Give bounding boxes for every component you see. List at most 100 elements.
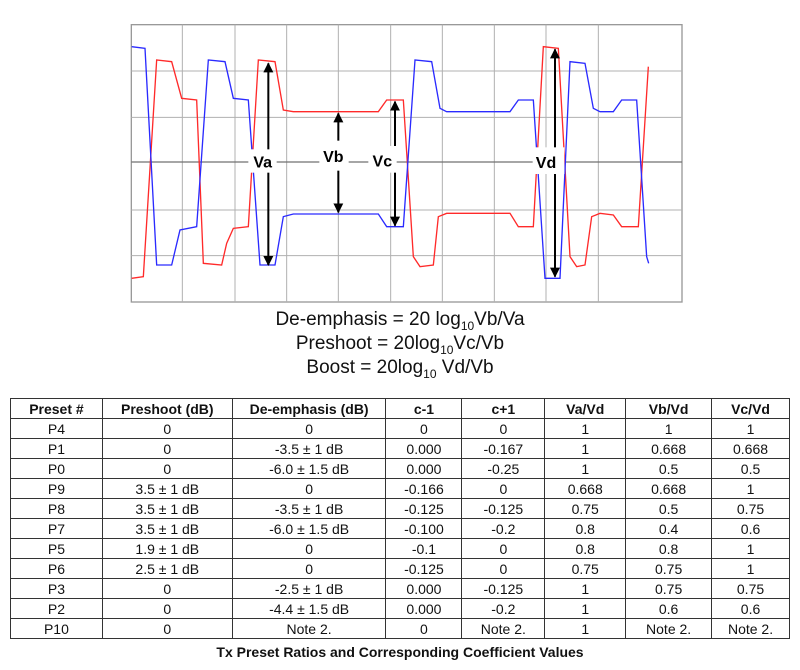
table-cell: 0.5 [625, 498, 713, 519]
table-cell: 0 [231, 538, 387, 559]
table-header-row: Preset # Preshoot (dB) De-emphasis (dB) c-1… [10, 398, 790, 419]
table-cell: 0.75 [711, 578, 790, 599]
table-cell: -0.125 [461, 578, 546, 599]
table-cell: 0.000 [385, 458, 463, 479]
table-cell: 3.5 ± 1 dB [101, 518, 233, 539]
column-header: Preshoot (dB) [101, 398, 233, 419]
table-cell: 0.75 [544, 558, 627, 579]
table-cell: P2 [10, 598, 103, 619]
table-cell: 0 [231, 558, 387, 579]
table-cell: Note 2. [461, 618, 546, 639]
table-cell: -0.100 [385, 518, 463, 539]
table-cell: -3.5 ± 1 dB [231, 438, 387, 459]
table-cell: 0 [385, 618, 463, 639]
column-header: Vc/Vd [711, 398, 790, 419]
table-cell: 0.6 [625, 598, 713, 619]
table-cell: 1 [544, 458, 627, 479]
table-row: P0 0 -6.0 ± 1.5 dB 0.000 -0.25 1 0.5 0.5 [10, 458, 790, 479]
table-cell: -4.4 ± 1.5 dB [231, 598, 387, 619]
table-row: P2 0 -4.4 ± 1.5 dB 0.000 -0.2 1 0.6 0.6 [10, 598, 790, 619]
table-cell: 0.75 [711, 498, 790, 519]
table-cell: P8 [10, 498, 103, 519]
table-cell: 0 [461, 418, 546, 439]
table-cell: 0.000 [385, 438, 463, 459]
table-cell: P1 [10, 438, 103, 459]
table-cell: 2.5 ± 1 dB [101, 558, 233, 579]
table-row: P3 0 -2.5 ± 1 dB 0.000 -0.125 1 0.75 0.75 [10, 578, 790, 599]
vc-arrow: Vc [368, 100, 400, 227]
table-cell: 0 [101, 618, 233, 639]
table-cell: 0.75 [625, 578, 713, 599]
table-row: P6 2.5 ± 1 dB 0 -0.125 0 0.75 0.75 1 [10, 558, 790, 579]
table-cell: P0 [10, 458, 103, 479]
table-cell: Note 2. [625, 618, 713, 639]
table-cell: 0.6 [711, 518, 790, 539]
table-cell: -0.25 [461, 458, 546, 479]
table-cell: P4 [10, 418, 103, 439]
table-cell: 1 [544, 438, 627, 459]
table-cell: 0.75 [544, 498, 627, 519]
table-cell: 0 [101, 438, 233, 459]
table-cell: -0.166 [385, 478, 463, 499]
table-cell: -2.5 ± 1 dB [231, 578, 387, 599]
table-cell: 0.668 [625, 438, 713, 459]
column-header: Va/Vd [544, 398, 627, 419]
table-cell: 0.668 [625, 478, 713, 499]
plot-frame [130, 24, 683, 303]
table-cell: 3.5 ± 1 dB [101, 478, 233, 499]
boost-formula: Boost = 20log10 Vd/Vb [306, 357, 494, 381]
table-cell: 0 [461, 478, 546, 499]
de-emphasis-formula: De-emphasis = 20 log10Vb/Va [275, 309, 525, 333]
table-row: P7 3.5 ± 1 dB -6.0 ± 1.5 dB -0.100 -0.2 0.8 0.… [10, 518, 790, 539]
table-cell: 0 [461, 558, 546, 579]
table-cell: 0.8 [544, 518, 627, 539]
table-cell: P10 [10, 618, 103, 639]
vd-label: Vd [536, 155, 556, 172]
table-cell: 0.6 [711, 598, 790, 619]
table-cell: P9 [10, 478, 103, 499]
table-cell: 0.8 [625, 538, 713, 559]
column-header: c+1 [461, 398, 546, 419]
table-row: P10 0 Note 2. 0 Note 2. 1 Note 2. Note 2. [10, 618, 790, 639]
table-cell: 0.5 [711, 458, 790, 479]
table-cell: -0.2 [461, 598, 546, 619]
table-cell: -0.125 [461, 498, 546, 519]
table-cell: P5 [10, 538, 103, 559]
table-cell: 0.000 [385, 598, 463, 619]
table-cell: 1 [711, 418, 790, 439]
table-row: P9 3.5 ± 1 dB 0 -0.166 0 0.668 0.668 1 [10, 478, 790, 499]
table-caption: Tx Preset Ratios and Corresponding Coeff… [216, 644, 584, 660]
preset-table: Preset # Preshoot (dB) De-emphasis (dB) c-1… [10, 398, 790, 639]
table-cell: 0.4 [625, 518, 713, 539]
table-cell: 1 [625, 418, 713, 439]
column-header: De-emphasis (dB) [231, 398, 387, 419]
vd-arrow: Vd [532, 48, 565, 278]
table-cell: -6.0 ± 1.5 dB [231, 458, 387, 479]
table-cell: 0 [101, 598, 233, 619]
table-cell: 1 [544, 598, 627, 619]
table-cell: 0 [231, 478, 387, 499]
waveform-diagram: Va Vb Vc Vd [130, 24, 683, 303]
table-cell: 3.5 ± 1 dB [101, 498, 233, 519]
table-row: P8 3.5 ± 1 dB -3.5 ± 1 dB -0.125 -0.125 0.75 0… [10, 498, 790, 519]
table-row: P4 0 0 0 0 1 1 1 [10, 418, 790, 439]
table-cell: 0 [101, 458, 233, 479]
table-cell: 0 [461, 538, 546, 559]
column-header: c-1 [385, 398, 463, 419]
table-row: P1 0 -3.5 ± 1 dB 0.000 -0.167 1 0.668 0.668 [10, 438, 790, 459]
table-cell: 1 [544, 618, 627, 639]
table-cell: -0.125 [385, 558, 463, 579]
table-cell: P7 [10, 518, 103, 539]
table-cell: -0.2 [461, 518, 546, 539]
table-cell: 1 [711, 478, 790, 499]
formulas: De-emphasis = 20 log10Vb/Va Preshoot = 2… [0, 308, 800, 380]
table-cell: P6 [10, 558, 103, 579]
table-cell: -0.1 [385, 538, 463, 559]
table-cell: 0 [385, 418, 463, 439]
table-cell: P3 [10, 578, 103, 599]
table-cell: 1 [544, 578, 627, 599]
table-row: P5 1.9 ± 1 dB 0 -0.1 0 0.8 0.8 1 [10, 538, 790, 559]
table-cell: 0 [101, 578, 233, 599]
table-cell: 0 [231, 418, 387, 439]
table-cell: Note 2. [711, 618, 790, 639]
